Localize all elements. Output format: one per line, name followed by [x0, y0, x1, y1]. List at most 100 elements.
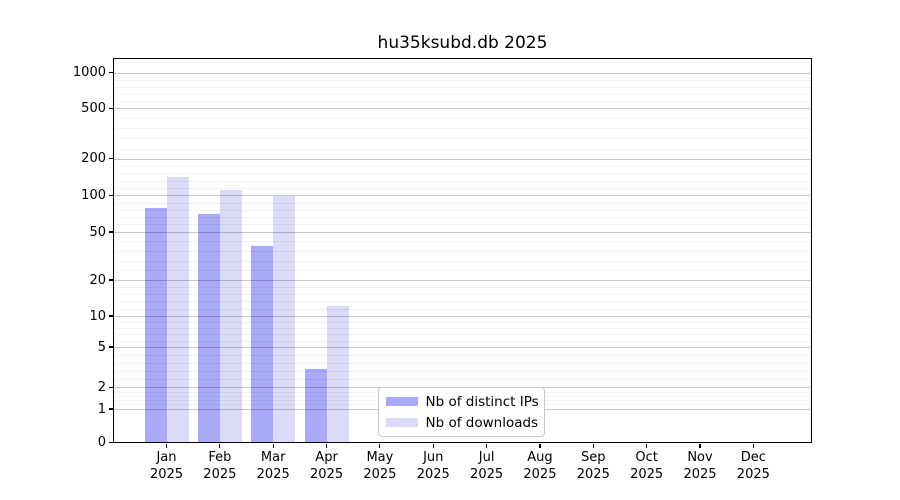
x-tick-year: 2025 [149, 466, 184, 482]
bar-nb-of-downloads-feb [220, 190, 243, 443]
x-tick-month: Apr [315, 450, 338, 465]
gridline-major-20 [113, 279, 811, 281]
y-tick-mark [109, 386, 114, 389]
x-tick-label-jan: Jan 2025 [134, 450, 200, 483]
x-tick-year: 2025 [523, 466, 557, 482]
gridline-minor [113, 138, 811, 140]
y-tick-mark [109, 194, 114, 197]
y-tick-label: 0 [97, 435, 106, 450]
legend-label-distinct-ips: Nb of distinct IPs [425, 393, 539, 410]
x-tick-year: 2025 [203, 466, 237, 482]
gridline-minor [113, 371, 811, 373]
y-tick-label: 2 [97, 380, 106, 395]
x-tick-year: 2025 [363, 466, 397, 482]
gridline-minor [113, 354, 811, 356]
legend-item-downloads: Nb of downloads [386, 414, 539, 431]
gridline-minor [113, 301, 811, 303]
bar-nb-of-downloads-apr [326, 306, 349, 443]
y-tick-label: 200 [81, 151, 106, 167]
gridline-minor [113, 334, 811, 336]
gridline-minor [113, 294, 811, 296]
y-tick-mark [109, 158, 114, 160]
x-tick-mark [379, 443, 381, 449]
gridline-minor [113, 217, 811, 219]
bar-nb-of-distinct-ips-feb [198, 214, 221, 443]
plot-area [112, 57, 812, 444]
gridline-minor [113, 148, 811, 150]
y-tick-label: 10 [89, 308, 106, 324]
x-tick-mark [219, 443, 221, 449]
x-tick-mark [325, 443, 328, 449]
y-tick-label: 20 [89, 272, 106, 288]
y-tick-label: 5 [97, 339, 106, 355]
gridline-minor [113, 308, 811, 310]
x-tick-mark [432, 443, 434, 449]
x-tick-mark [699, 443, 701, 449]
gridline-major-1000 [113, 72, 811, 74]
x-tick-label-apr: Apr 2025 [294, 450, 360, 483]
legend: Nb of distinct IPs Nb of downloads [378, 387, 545, 437]
x-tick-month: Feb [208, 450, 232, 465]
x-tick-month: Sep [581, 450, 606, 465]
gridline-major-200 [113, 158, 811, 160]
x-tick-label-oct: Oct 2025 [614, 450, 680, 483]
gridline-minor [113, 379, 811, 381]
y-tick-mark [109, 72, 114, 74]
x-tick-month: Aug [527, 450, 553, 465]
y-tick-mark [109, 408, 114, 410]
chart-title: hu35ksubd.db 2025 [377, 33, 548, 53]
bar-nb-of-downloads-mar [273, 196, 296, 443]
x-tick-mark [539, 443, 541, 449]
y-tick-mark [109, 107, 114, 110]
x-tick-month: Oct [635, 450, 658, 465]
x-tick-year: 2025 [576, 466, 610, 482]
legend-label-downloads: Nb of downloads [425, 414, 539, 431]
y-tick-label: 1000 [72, 65, 106, 81]
gridline-major-50 [113, 231, 811, 233]
gridline-minor [113, 286, 811, 288]
gridline-minor [113, 209, 811, 211]
bar-nb-of-distinct-ips-jan [144, 207, 167, 443]
x-tick-year: 2025 [630, 466, 664, 482]
gridline-minor [113, 321, 811, 323]
x-tick-year: 2025 [683, 466, 717, 482]
y-tick-label: 50 [89, 224, 106, 240]
gridline-minor [113, 241, 811, 243]
x-tick-mark [272, 443, 274, 449]
x-tick-mark [752, 443, 754, 449]
y-tick-mark [109, 315, 114, 317]
gridline-minor [113, 94, 811, 96]
gridline-minor [113, 173, 811, 175]
x-tick-label-nov: Nov 2025 [667, 450, 733, 483]
gridline-major-5 [113, 346, 811, 348]
gridline-minor [113, 250, 811, 252]
bar-nb-of-distinct-ips-apr [304, 369, 327, 443]
y-tick-label: 1 [97, 401, 106, 417]
gridline-minor [113, 86, 811, 88]
y-tick-mark [109, 441, 114, 444]
x-tick-label-mar: Mar 2025 [240, 450, 306, 483]
x-tick-label-jun: Jun 2025 [400, 450, 466, 483]
gridline-minor [113, 128, 811, 130]
gridline-minor [113, 118, 811, 120]
y-tick-mark [109, 279, 114, 281]
x-tick-year: 2025 [256, 466, 290, 482]
gridline-minor [113, 79, 811, 81]
gridline-minor [113, 362, 811, 364]
gridline-minor [113, 165, 811, 167]
x-tick-month: Nov [687, 450, 713, 465]
legend-item-distinct-ips: Nb of distinct IPs [386, 393, 539, 410]
gridline-minor [113, 260, 811, 262]
x-tick-month: Jan [156, 450, 177, 465]
x-tick-mark [592, 443, 594, 449]
x-tick-month: Jul [478, 450, 495, 465]
x-tick-year: 2025 [310, 466, 344, 482]
y-tick-label: 100 [81, 188, 106, 203]
x-tick-month: Dec [740, 450, 766, 465]
y-tick-mark [109, 231, 114, 233]
x-tick-month: Mar [260, 450, 286, 465]
x-tick-mark [165, 443, 168, 449]
x-tick-year: 2025 [416, 466, 450, 482]
x-tick-year: 2025 [470, 466, 504, 482]
